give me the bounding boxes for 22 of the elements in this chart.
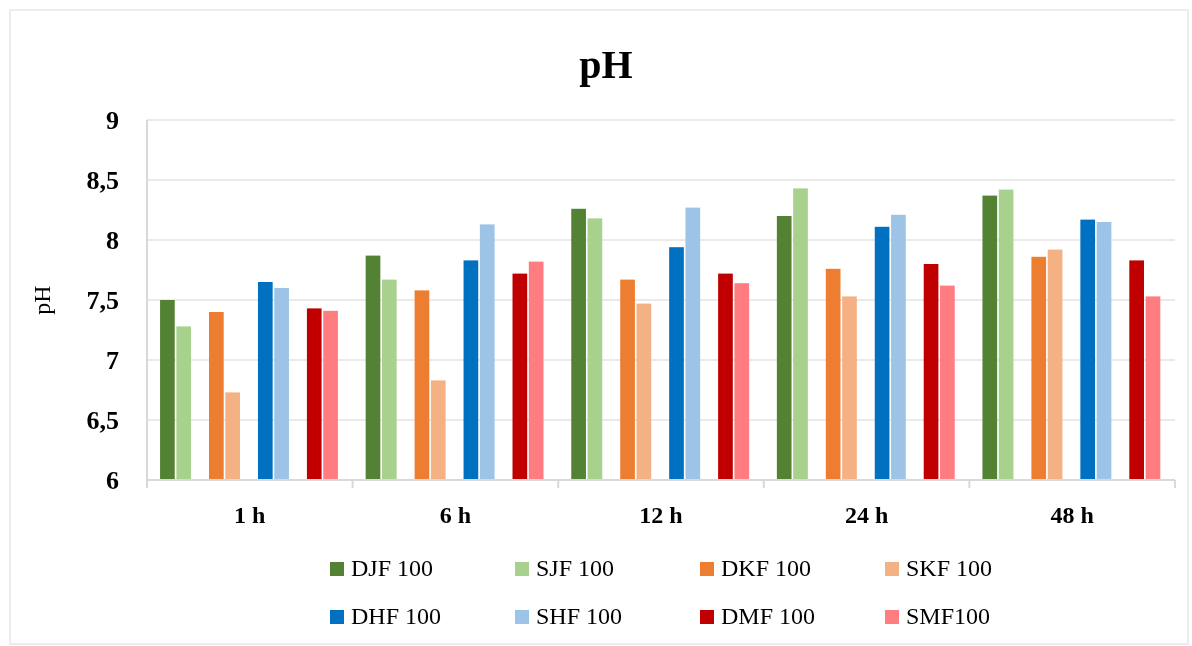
legend-label: DKF 100 — [721, 555, 812, 581]
y-tick-label: 7 — [106, 346, 119, 376]
y-tick-label: 9 — [106, 106, 119, 136]
y-tick-label: 6,5 — [86, 406, 119, 436]
x-tick-label: 1 h — [234, 502, 266, 528]
x-tick-label: 48 h — [1050, 502, 1094, 528]
legend-label: SHF 100 — [536, 603, 623, 629]
chart-title: pH — [579, 42, 633, 87]
x-tick-label: 12 h — [639, 502, 683, 528]
y-tick-label: 7,5 — [86, 286, 119, 316]
x-tick-label: 24 h — [844, 502, 889, 528]
x-tick-label: 6 h — [439, 502, 472, 528]
legend-label: DMF 100 — [721, 603, 816, 629]
y-axis-title: pH — [29, 285, 55, 315]
y-tick-label: 6 — [106, 466, 119, 496]
legend-label: DHF 100 — [351, 603, 442, 629]
y-tick-label: 8,5 — [86, 166, 119, 196]
legend-label: SMF100 — [906, 603, 991, 629]
legend-label: SKF 100 — [906, 555, 993, 581]
legend-label: DJF 100 — [351, 555, 434, 581]
legend-label: SJF 100 — [536, 555, 615, 581]
y-tick-label: 8 — [106, 226, 119, 256]
